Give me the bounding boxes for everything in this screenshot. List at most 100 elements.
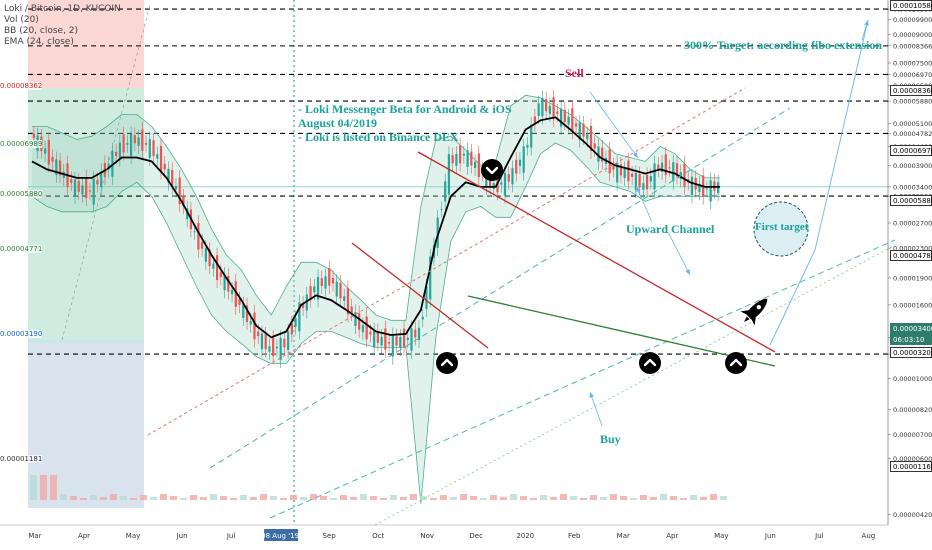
volume-bar bbox=[40, 475, 47, 500]
candle-body bbox=[129, 133, 133, 157]
price-tag-level-3: 0.00006970 bbox=[890, 145, 932, 156]
candle-body bbox=[148, 139, 151, 158]
candle-body bbox=[451, 155, 454, 164]
candle-body bbox=[96, 179, 99, 185]
volume-bar bbox=[540, 495, 547, 500]
channel-arrow-down bbox=[667, 231, 691, 276]
candle-body bbox=[358, 313, 361, 330]
candle-body bbox=[275, 346, 279, 349]
volume-bar bbox=[160, 494, 167, 500]
channel-arrow-down-head bbox=[685, 269, 690, 275]
candle-body bbox=[503, 172, 507, 196]
candle-body bbox=[215, 255, 219, 280]
left-level-6: 0.00001181 bbox=[0, 455, 43, 463]
annotation-sell: Sell bbox=[565, 66, 584, 80]
y-tick-label: 0.00001000 bbox=[893, 375, 932, 383]
x-tick-label: Oct bbox=[372, 532, 384, 540]
chart-legend: Loki / Bitcoin, 1D, KUCOIN Vol (20) BB (… bbox=[4, 4, 121, 48]
volume-bar bbox=[530, 498, 537, 500]
volume-bar bbox=[510, 494, 517, 500]
annotation-news-line-3: - Loki is listed on Binance DEX bbox=[298, 130, 459, 144]
volume-bar bbox=[140, 495, 147, 500]
candle-body bbox=[477, 153, 480, 178]
volume-bar bbox=[400, 497, 407, 500]
current-price-tag: 0.00003400 bbox=[890, 323, 932, 334]
candle-body bbox=[212, 263, 215, 269]
candle-body bbox=[238, 299, 241, 305]
ema-line bbox=[31, 116, 720, 339]
candle-body bbox=[552, 97, 555, 120]
candle-body bbox=[249, 321, 252, 325]
legend-bb[interactable]: BB (20, close, 2) bbox=[4, 26, 79, 36]
candle-body bbox=[58, 160, 62, 176]
legend-ema[interactable]: EMA (24, close) bbox=[4, 37, 74, 47]
candle-body bbox=[365, 316, 368, 340]
candle-body bbox=[653, 163, 656, 190]
left-level-1: 0.00008362 bbox=[0, 82, 43, 90]
candle-body bbox=[638, 174, 641, 188]
candle-body bbox=[380, 336, 383, 346]
candle-body bbox=[668, 167, 671, 169]
sell-chevron-icon-glyph bbox=[485, 166, 499, 175]
resistance-trendline bbox=[417, 151, 776, 353]
volume-bar bbox=[580, 498, 587, 500]
candle-body bbox=[548, 105, 551, 114]
y-tick-label: 0.00005880 bbox=[893, 98, 932, 106]
early-diagonal-line bbox=[61, 4, 151, 341]
volume-bar bbox=[470, 496, 477, 500]
candle-body bbox=[257, 331, 260, 337]
candle-body bbox=[230, 289, 234, 295]
candle-body bbox=[690, 176, 694, 196]
y-tick-label: 0.00000700 bbox=[893, 431, 932, 439]
candle-body bbox=[73, 179, 77, 197]
candle-body bbox=[283, 339, 286, 348]
volume-bar bbox=[60, 494, 67, 500]
candle-body bbox=[462, 153, 465, 156]
candle-body bbox=[578, 122, 581, 140]
price-tag-level-2: 0.00008366 bbox=[890, 85, 932, 96]
candle-body bbox=[672, 162, 675, 182]
volume-bar bbox=[30, 475, 37, 500]
rocket-body bbox=[746, 298, 768, 320]
y-tick-label: 0.00009000 bbox=[893, 31, 932, 39]
candle-body bbox=[171, 170, 174, 187]
annotation-first-target: First target bbox=[755, 221, 809, 233]
annotation-target: 300% Target: according fibo extension bbox=[684, 38, 882, 52]
y-tick-label: 0.00006970 bbox=[893, 71, 932, 79]
candle-body bbox=[459, 145, 462, 164]
volume-bar bbox=[280, 498, 287, 500]
volume-bar bbox=[630, 498, 637, 500]
buy-arrow bbox=[589, 391, 603, 427]
x-tick-label: Jun bbox=[176, 532, 188, 540]
annotation-news-line-2: August 04/2019 bbox=[298, 116, 378, 130]
candle-body bbox=[522, 146, 525, 173]
x-tick-label: Nov bbox=[420, 532, 434, 540]
rocket-icon bbox=[740, 298, 768, 326]
y-tick-label: 0.00001600 bbox=[893, 301, 932, 309]
volume-bar bbox=[190, 495, 197, 500]
candle-body bbox=[305, 294, 308, 311]
channel-upper-line bbox=[147, 87, 746, 436]
candle-body bbox=[511, 168, 514, 185]
candle-body bbox=[376, 331, 379, 343]
bollinger-lower-line bbox=[31, 142, 720, 504]
candle-body bbox=[395, 336, 398, 346]
candle-body bbox=[623, 168, 626, 178]
candle-body bbox=[709, 180, 712, 202]
buy-chevron-icon-1-glyph bbox=[440, 358, 454, 367]
buy-chevron-icon-3 bbox=[725, 352, 747, 374]
candle-body bbox=[518, 159, 522, 166]
x-tick-label: 2020 bbox=[516, 532, 534, 540]
legend-title[interactable]: Loki / Bitcoin, 1D, KUCOIN bbox=[4, 4, 121, 14]
candle-body bbox=[447, 154, 451, 195]
candle-body bbox=[574, 123, 578, 127]
volume-bar bbox=[50, 475, 57, 500]
range-zone-blue bbox=[28, 340, 144, 508]
legend-vol[interactable]: Vol (20) bbox=[4, 15, 39, 25]
x-tick-highlight bbox=[264, 529, 299, 541]
volume-bar bbox=[270, 496, 277, 500]
y-tick-label: 0.00007500 bbox=[893, 59, 932, 67]
candle-body bbox=[533, 116, 537, 124]
candle-body bbox=[601, 147, 604, 162]
x-tick-label: Jul bbox=[226, 532, 236, 540]
